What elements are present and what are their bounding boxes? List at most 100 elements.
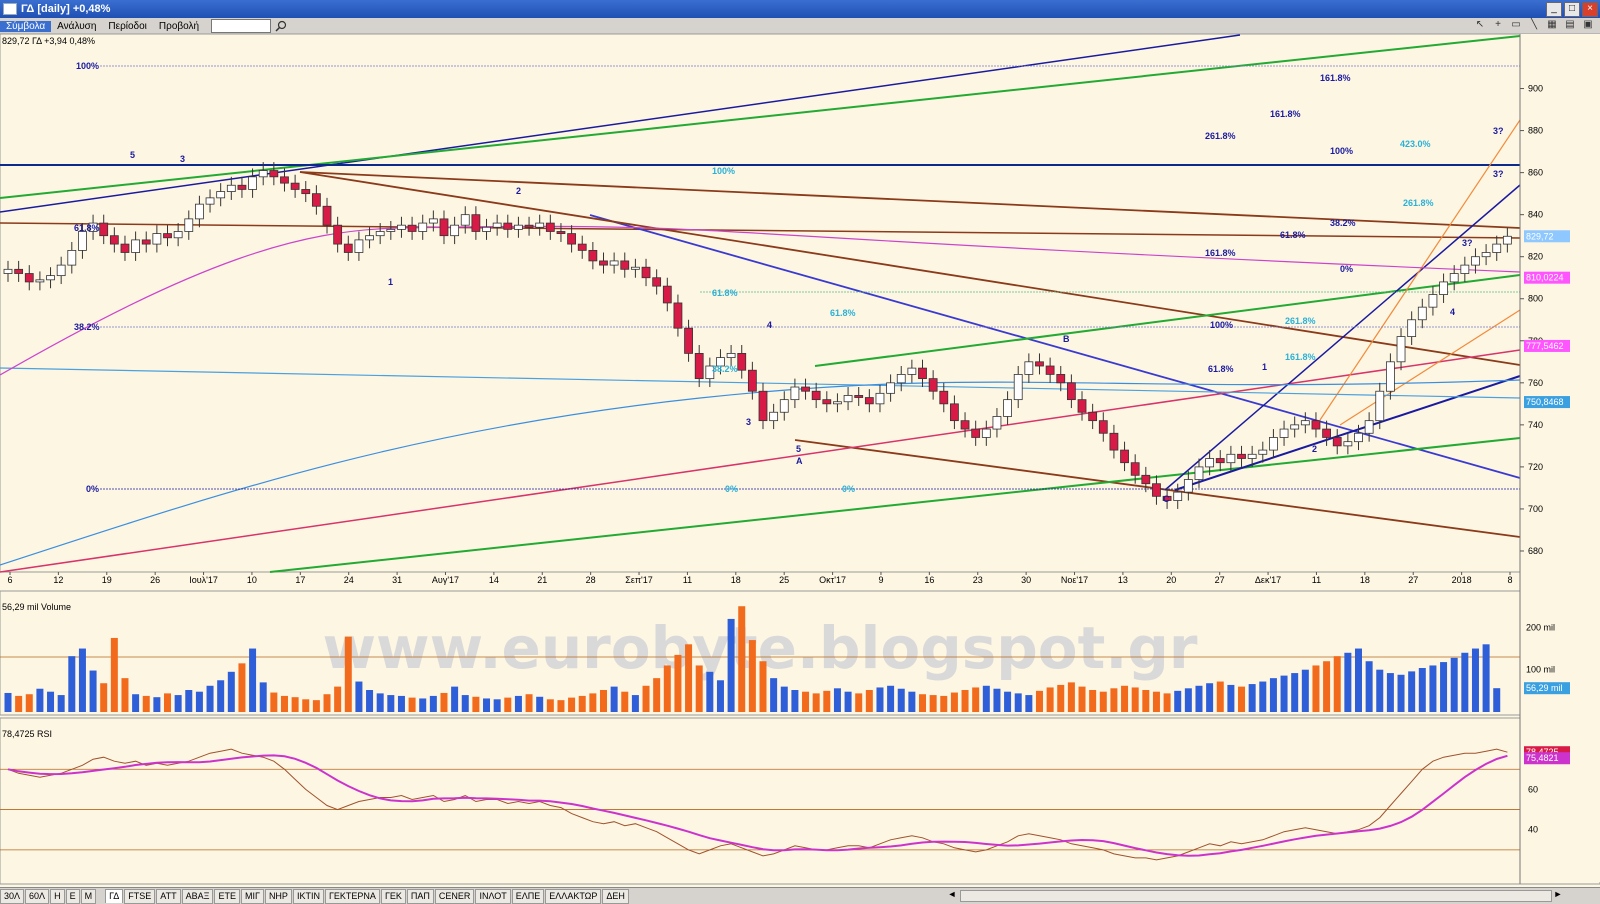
volume-bar: [1493, 688, 1501, 712]
candle-body: [630, 266, 640, 270]
volume-bar: [1418, 668, 1426, 712]
scroll-left-arrow[interactable]: ◄: [947, 889, 957, 899]
volume-bar: [695, 665, 703, 712]
price-pane-label: 829,72 ΓΔ +3,94 0,48%: [2, 36, 95, 46]
volume-bar: [748, 640, 756, 712]
trend-line: [299, 171, 1521, 229]
menu-item-view[interactable]: Προβολή: [158, 20, 200, 32]
candle-body: [599, 260, 608, 266]
trend-line: [1319, 119, 1521, 421]
volume-bar: [312, 700, 320, 712]
crosshair-icon[interactable]: +: [1495, 19, 1501, 30]
symbol-tab[interactable]: ΠΑΠ: [406, 888, 434, 904]
period-tab[interactable]: E: [65, 888, 80, 904]
period-tab[interactable]: H: [50, 888, 65, 904]
volume-pane-label: 56,29 mil Volume: [2, 602, 72, 612]
candle-body: [1088, 411, 1098, 422]
candle-body: [322, 205, 332, 226]
volume-bar: [536, 696, 544, 712]
search-icon[interactable]: [275, 20, 287, 32]
volume-bar: [1333, 656, 1341, 712]
minimize-button[interactable]: _: [1546, 2, 1562, 17]
symbol-tab[interactable]: ΙΚΤΙΝ: [292, 888, 324, 904]
rsi-marker-label: 78,4725: [1526, 747, 1559, 757]
price-marker-label: 810,0224: [1526, 273, 1564, 283]
period-tab[interactable]: 30Λ: [0, 888, 25, 904]
date-tick-label: 31: [392, 575, 402, 585]
date-tick-label: Νοε'17: [1061, 575, 1088, 585]
symbol-tab[interactable]: FTSE: [124, 888, 156, 904]
scroll-right-arrow[interactable]: ►: [1553, 889, 1563, 899]
symbol-tab[interactable]: ΓΔ: [105, 889, 124, 903]
volume-bar: [674, 654, 682, 712]
volume-bar: [164, 693, 172, 712]
symbol-tab[interactable]: ΓΕΚΤΕΡΝΑ: [324, 888, 380, 904]
cursor-icon[interactable]: ↖: [1475, 19, 1485, 30]
pane-background: [0, 717, 1600, 885]
save-icon[interactable]: ▣: [1583, 19, 1593, 30]
candle-body: [588, 249, 598, 262]
trendline-icon[interactable]: ╲: [1530, 19, 1538, 30]
candle-body: [907, 367, 917, 375]
symbol-tab[interactable]: CENER: [434, 888, 475, 904]
fib-label: 0%: [86, 484, 99, 494]
candle-body: [769, 411, 779, 422]
volume-bar: [270, 692, 278, 712]
symbol-tab[interactable]: ΔΕΗ: [602, 888, 629, 904]
volume-bar: [57, 695, 65, 712]
trend-line: [299, 171, 1521, 366]
date-tick-label: 20: [1166, 575, 1176, 585]
symbol-tab[interactable]: ΙΝΛΟΤ: [475, 888, 511, 904]
fib-label: 0%: [725, 484, 738, 494]
candle-body: [269, 170, 279, 178]
period-tab[interactable]: 60Λ: [25, 888, 50, 904]
app-icon: [3, 3, 17, 15]
horizontal-scrollbar[interactable]: [960, 890, 1552, 902]
rectangle-icon[interactable]: ▭: [1511, 19, 1521, 30]
fib-label: 61.8%: [830, 308, 856, 318]
price-tick-label: 700: [1528, 504, 1543, 514]
menu-item-periods[interactable]: Περίοδοι: [108, 20, 147, 32]
symbol-tab[interactable]: ΕΛΛΑΚΤΩΡ: [545, 888, 602, 904]
volume-bar: [908, 691, 916, 712]
symbol-tab[interactable]: ΜΙΓ: [240, 888, 264, 904]
candle-body: [514, 224, 523, 230]
symbol-tab[interactable]: ATT: [156, 888, 181, 904]
symbol-tab[interactable]: ΓΕΚ: [380, 888, 406, 904]
volume-bar: [174, 695, 182, 712]
print-icon[interactable]: ▤: [1565, 19, 1575, 30]
price-tick-label: 720: [1528, 462, 1543, 472]
window-title: ΓΔ [daily] +0,48%: [21, 3, 111, 15]
maximize-button[interactable]: □: [1564, 2, 1580, 17]
symbol-tab[interactable]: ΕΤΕ: [214, 888, 240, 904]
menu-item-symbols[interactable]: Σύμβολα: [0, 20, 52, 32]
candle-body: [1439, 281, 1448, 295]
volume-bar: [302, 699, 310, 712]
rsi-marker-box: [1524, 752, 1570, 765]
date-tick-label: 12: [53, 575, 63, 585]
symbol-tab[interactable]: ΝΗΡ: [264, 888, 292, 904]
candle-body: [1109, 432, 1119, 451]
grid-icon[interactable]: ▦: [1547, 19, 1557, 30]
candle-body: [163, 233, 172, 239]
volume-bar: [631, 695, 639, 712]
wave-label: C: [1163, 494, 1170, 504]
volume-bar: [429, 695, 437, 712]
symbol-tab[interactable]: ΑΒΑΞ: [181, 888, 214, 904]
menu-item-analysis[interactable]: Ανάλυση: [57, 20, 97, 32]
close-button[interactable]: ×: [1582, 2, 1598, 17]
price-tick-label: 820: [1528, 252, 1543, 262]
period-tab[interactable]: M: [80, 888, 97, 904]
volume-bar: [100, 683, 108, 712]
wave-label: 2: [516, 186, 521, 196]
symbol-search-input[interactable]: [211, 19, 272, 33]
candle-body: [928, 378, 938, 392]
volume-bar: [982, 685, 990, 712]
volume-bar: [142, 695, 150, 712]
date-tick-label: 24: [344, 575, 354, 585]
trend-line: [0, 349, 1521, 573]
volume-bar: [1482, 644, 1490, 712]
candle-body: [46, 275, 55, 281]
symbol-tab[interactable]: ΕΛΠΕ: [511, 888, 545, 904]
